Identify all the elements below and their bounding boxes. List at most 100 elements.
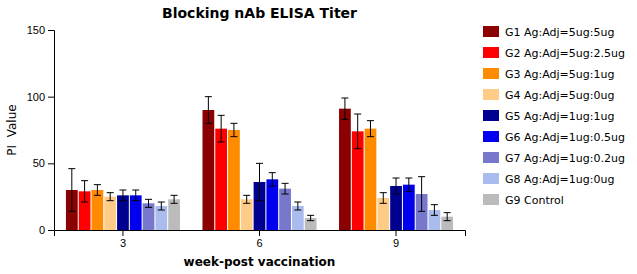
y-tick: 50 [33,157,54,169]
bar [266,179,278,230]
error-bar [205,97,212,124]
series [79,114,364,230]
error-bar [218,115,225,142]
y-axis: 0 50 100 150 [27,24,55,236]
bar [168,199,180,230]
y-tick-label: 50 [33,157,45,169]
x-tick-mark [122,230,123,236]
bar [241,199,253,230]
legend-item: G2 Ag:Adj=5ug:2.5ug [483,47,625,60]
error-bar [145,199,152,207]
legend-swatch [483,194,499,205]
legend-swatch [483,89,499,100]
y-tick-mark [48,30,54,31]
legend-swatch [483,152,499,163]
bar [365,129,377,230]
error-bar [367,121,374,137]
error-bar [94,185,101,196]
x-tick: 6 [256,230,262,249]
error-bar [81,181,88,202]
bar [228,130,240,230]
legend-label: G8 Ag:Adj=1ug:0ug [505,173,614,186]
legend-swatch [483,110,499,121]
y-tick: 0 [39,224,54,236]
error-bar [107,193,114,201]
error-bar [132,190,139,201]
legend: G1 Ag:Adj=5ug:5ug G2 Ag:Adj=5ug:2.5ug G3 A… [483,26,625,207]
title: Blocking nAb ELISA Titer [162,5,357,21]
error-bar [431,205,438,216]
y-tick-label: 150 [27,24,45,36]
legend-swatch [483,26,499,37]
y-tick-mark [48,230,54,231]
legend-item: G1 Ag:Adj=5ug:5ug [483,26,614,39]
marks [66,97,453,230]
bar [215,129,227,230]
error-bar [230,123,237,136]
y-axis-line [48,31,55,231]
legend-label: G6 Ag:Adj=1ug:0.5ug [505,131,625,144]
x-tick-label: 3 [120,237,126,249]
x-axis: 3 6 9 [55,230,466,249]
bar [202,110,214,230]
bar [104,197,116,230]
y-tick-label: 0 [39,224,45,236]
legend-item: G7 Ag:Adj=1ug:0.2ug [483,152,625,165]
error-bar [68,169,75,212]
error-bar [294,202,301,210]
legend-label: G3 Ag:Adj=5ug:1ug [505,68,614,81]
legend-swatch [483,68,499,79]
legend-item: G8 Ag:Adj=1ug:0ug [483,173,614,186]
error-bar [418,177,425,212]
y-tick-mark [48,97,54,98]
error-bar [405,178,412,191]
series [66,97,351,230]
error-bar [341,98,348,119]
bar [92,190,104,230]
legend-swatch [483,173,499,184]
error-bar [444,213,451,221]
x-tick: 3 [120,230,126,249]
series [117,163,402,230]
legend-item: G3 Ag:Adj=5ug:1ug [483,68,614,81]
chart-container: 3 6 9 0 50 100 150 Blocking nAb ELISA Titer week… [0,0,637,274]
legend-label: G9 Control [505,194,564,207]
legend-swatch [483,47,499,58]
series [143,177,428,230]
series [92,121,377,230]
y-tick: 100 [27,91,54,103]
legend-label: G4 Ag:Adj=5ug:0ug [505,89,614,102]
legend-item: G5 Ag:Adj=1ug:1ug [483,110,614,123]
series [168,195,453,230]
error-bar [307,215,314,220]
error-bar [393,178,400,194]
y-tick: 150 [27,24,54,36]
x-tick-label: 9 [393,237,399,249]
legend-label: G7 Ag:Adj=1ug:0.2ug [505,152,625,165]
x-axis-title: week-post vaccination [184,255,336,269]
error-bar [171,195,178,203]
legend-label: G2 Ag:Adj=5ug:2.5ug [505,47,625,60]
y-tick-mark [48,163,54,164]
error-bar [158,202,165,210]
series [155,202,440,230]
x-tick-mark [259,230,260,236]
y-tick-label: 100 [27,91,45,103]
x-tick: 9 [393,230,399,249]
error-bar [354,114,361,149]
series [104,193,389,230]
error-bar [282,183,289,194]
x-tick-label: 6 [256,237,262,249]
legend-item: G4 Ag:Adj=5ug:0ug [483,89,614,102]
error-bar [380,193,387,204]
legend-swatch [483,131,499,142]
x-axis-line [55,231,466,237]
x-tick-mark [396,230,397,236]
legend-label: G5 Ag:Adj=1ug:1ug [505,110,614,123]
chart-svg: 3 6 9 0 50 100 150 Blocking nAb ELISA Titer week… [0,0,637,274]
plot: 3 6 9 0 50 100 150 [27,24,466,249]
error-bar [243,195,250,203]
bar [279,189,291,230]
error-bar [256,163,263,200]
error-bar [269,173,276,186]
